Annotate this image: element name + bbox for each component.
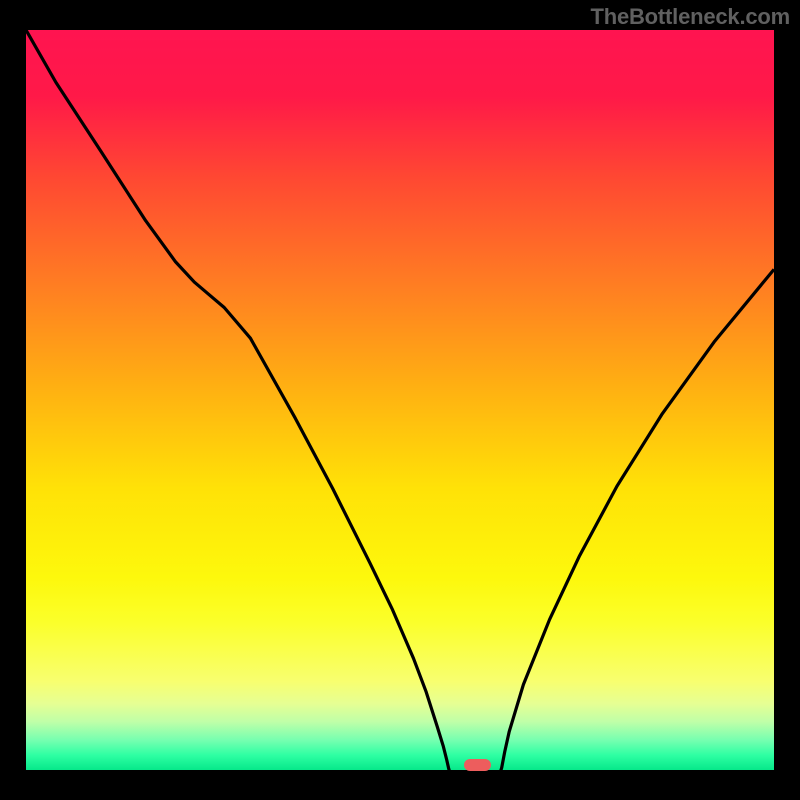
bottleneck-curve (26, 30, 774, 778)
bottleneck-curve-path (26, 30, 774, 777)
chart-stage: TheBottleneck.com (0, 0, 800, 800)
optimal-point-marker (464, 759, 491, 771)
plot-area (26, 30, 774, 770)
watermark-text: TheBottleneck.com (590, 4, 790, 30)
